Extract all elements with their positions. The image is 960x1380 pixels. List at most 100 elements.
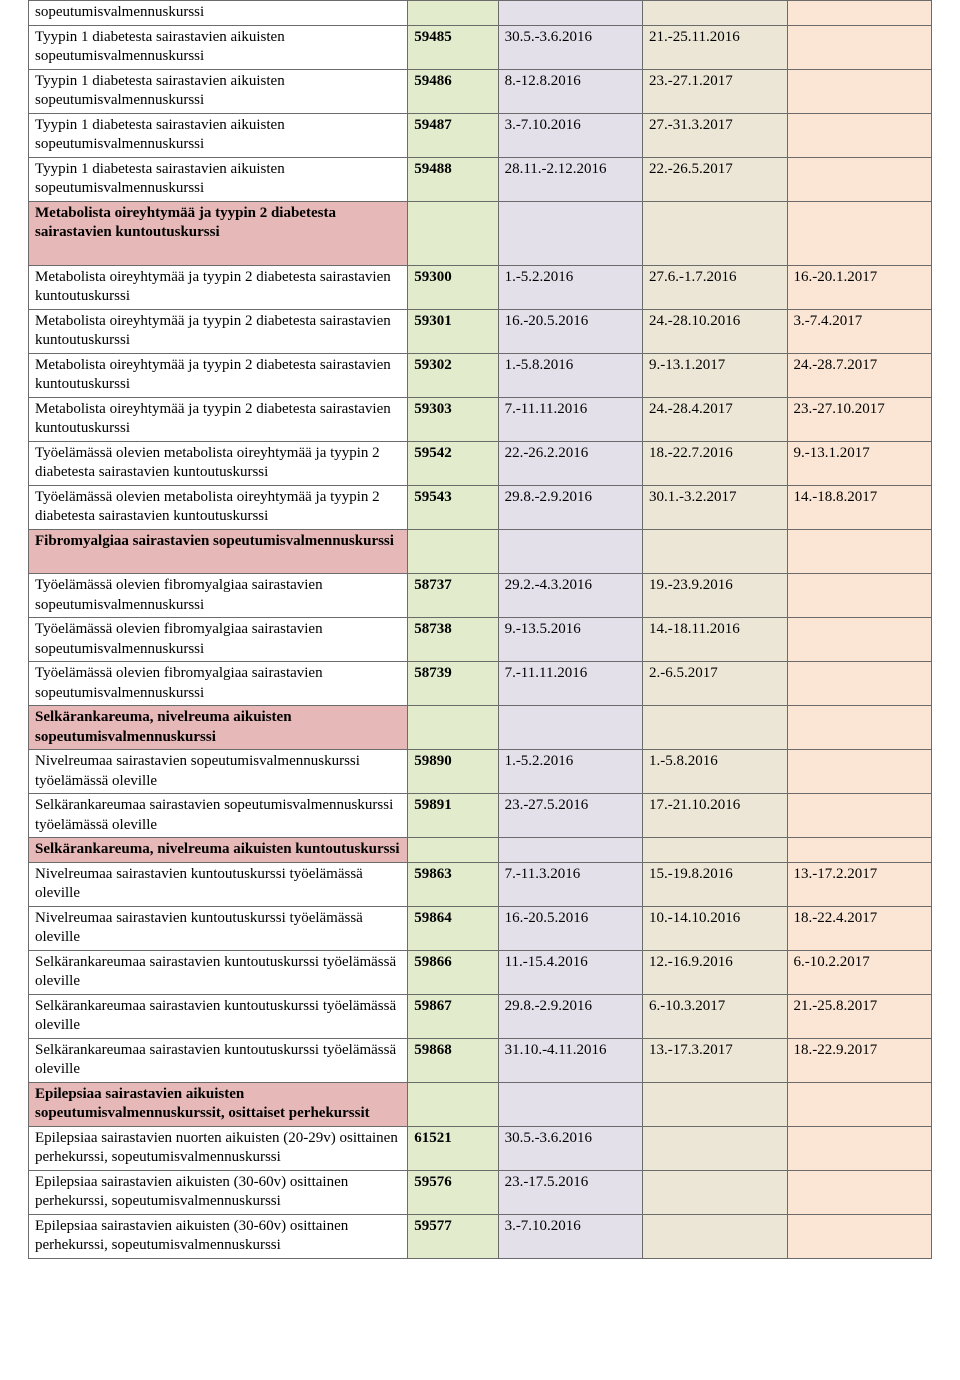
course-name-cell: Työelämässä olevien metabolista oireyhty… [29, 485, 408, 529]
date3-cell: 9.-13.1.2017 [787, 441, 932, 485]
date2-cell [643, 1082, 787, 1126]
table-row: Työelämässä olevien metabolista oireyhty… [29, 441, 932, 485]
section-title-cell: Selkärankareuma, nivelreuma aikuisten ku… [29, 838, 408, 863]
date1-cell: 11.-15.4.2016 [498, 950, 642, 994]
course-name-cell: Tyypin 1 diabetesta sairastavien aikuist… [29, 25, 408, 69]
date2-cell: 6.-10.3.2017 [643, 994, 787, 1038]
date3-cell: 18.-22.4.2017 [787, 906, 932, 950]
table-row: Epilepsiaa sairastavien aikuisten (30-60… [29, 1214, 932, 1258]
date3-cell: 16.-20.1.2017 [787, 265, 932, 309]
date3-cell: 23.-27.10.2017 [787, 397, 932, 441]
date2-cell [643, 838, 787, 863]
table-row: Metabolista oireyhtymää ja tyypin 2 diab… [29, 397, 932, 441]
date2-cell: 18.-22.7.2016 [643, 441, 787, 485]
table-row: Selkärankareuma, nivelreuma aikuisten so… [29, 706, 932, 750]
course-id-cell: 59867 [408, 994, 498, 1038]
course-table: sopeutumisvalmennuskurssiTyypin 1 diabet… [28, 0, 932, 1259]
date2-cell [643, 706, 787, 750]
date2-cell: 22.-26.5.2017 [643, 157, 787, 201]
date1-cell: 31.10.-4.11.2016 [498, 1038, 642, 1082]
course-id-cell: 59486 [408, 69, 498, 113]
course-id-cell: 59576 [408, 1170, 498, 1214]
course-id-cell: 59300 [408, 265, 498, 309]
date2-cell: 10.-14.10.2016 [643, 906, 787, 950]
course-id-cell: 59487 [408, 113, 498, 157]
date2-cell: 21.-25.11.2016 [643, 25, 787, 69]
date3-cell [787, 574, 932, 618]
date2-cell: 27.6.-1.7.2016 [643, 265, 787, 309]
course-id-cell: 59891 [408, 794, 498, 838]
date3-cell: 3.-7.4.2017 [787, 309, 932, 353]
date3-cell [787, 1126, 932, 1170]
date1-cell: 30.5.-3.6.2016 [498, 25, 642, 69]
section-title-cell: Metabolista oireyhtymää ja tyypin 2 diab… [29, 201, 408, 265]
date3-cell [787, 25, 932, 69]
course-name-cell: Selkärankareumaa sairastavien kuntoutusk… [29, 994, 408, 1038]
course-id-cell: 59488 [408, 157, 498, 201]
course-id-cell: 58738 [408, 618, 498, 662]
date1-cell: 23.-17.5.2016 [498, 1170, 642, 1214]
date2-cell: 27.-31.3.2017 [643, 113, 787, 157]
date2-cell [643, 1170, 787, 1214]
date3-cell [787, 201, 932, 265]
course-id-cell: 58737 [408, 574, 498, 618]
table-row: Selkärankareumaa sairastavien kuntoutusk… [29, 950, 932, 994]
table-row: Selkärankareumaa sairastavien sopeutumis… [29, 794, 932, 838]
course-id-cell: 58739 [408, 662, 498, 706]
date1-cell: 3.-7.10.2016 [498, 1214, 642, 1258]
date2-cell: 24.-28.10.2016 [643, 309, 787, 353]
course-name-cell: Selkärankareumaa sairastavien sopeutumis… [29, 794, 408, 838]
date1-cell: 29.8.-2.9.2016 [498, 485, 642, 529]
course-id-cell: 61521 [408, 1126, 498, 1170]
course-id-cell: 59485 [408, 25, 498, 69]
section-title-cell: Epilepsiaa sairastavien aikuisten sopeut… [29, 1082, 408, 1126]
table-row: Selkärankareumaa sairastavien kuntoutusk… [29, 1038, 932, 1082]
date1-cell [498, 529, 642, 574]
table-row: Nivelreumaa sairastavien sopeutumisvalme… [29, 750, 932, 794]
table-row: Nivelreumaa sairastavien kuntoutuskurssi… [29, 862, 932, 906]
table-row: Tyypin 1 diabetesta sairastavien aikuist… [29, 69, 932, 113]
date2-cell [643, 1, 787, 26]
date2-cell: 2.-6.5.2017 [643, 662, 787, 706]
date3-cell [787, 69, 932, 113]
course-name-cell: Metabolista oireyhtymää ja tyypin 2 diab… [29, 309, 408, 353]
course-id-cell: 59577 [408, 1214, 498, 1258]
course-name-cell: sopeutumisvalmennuskurssi [29, 1, 408, 26]
course-id-cell [408, 529, 498, 574]
table-row: Nivelreumaa sairastavien kuntoutuskurssi… [29, 906, 932, 950]
date3-cell: 13.-17.2.2017 [787, 862, 932, 906]
date3-cell [787, 794, 932, 838]
date1-cell [498, 201, 642, 265]
date2-cell: 1.-5.8.2016 [643, 750, 787, 794]
date1-cell [498, 1082, 642, 1126]
date3-cell: 14.-18.8.2017 [787, 485, 932, 529]
course-name-cell: Tyypin 1 diabetesta sairastavien aikuist… [29, 157, 408, 201]
date2-cell [643, 529, 787, 574]
date1-cell: 16.-20.5.2016 [498, 906, 642, 950]
course-name-cell: Nivelreumaa sairastavien kuntoutuskurssi… [29, 906, 408, 950]
course-name-cell: Nivelreumaa sairastavien kuntoutuskurssi… [29, 862, 408, 906]
table-row: Metabolista oireyhtymää ja tyypin 2 diab… [29, 265, 932, 309]
date3-cell [787, 1214, 932, 1258]
course-id-cell: 59302 [408, 353, 498, 397]
course-id-cell: 59890 [408, 750, 498, 794]
date3-cell: 24.-28.7.2017 [787, 353, 932, 397]
date2-cell: 23.-27.1.2017 [643, 69, 787, 113]
course-id-cell: 59863 [408, 862, 498, 906]
course-name-cell: Metabolista oireyhtymää ja tyypin 2 diab… [29, 397, 408, 441]
date1-cell: 1.-5.8.2016 [498, 353, 642, 397]
course-name-cell: Työelämässä olevien fibromyalgiaa sairas… [29, 662, 408, 706]
date1-cell: 7.-11.11.2016 [498, 397, 642, 441]
date3-cell [787, 529, 932, 574]
course-name-cell: Tyypin 1 diabetesta sairastavien aikuist… [29, 69, 408, 113]
date2-cell: 15.-19.8.2016 [643, 862, 787, 906]
table-row: Työelämässä olevien metabolista oireyhty… [29, 485, 932, 529]
table-row: Metabolista oireyhtymää ja tyypin 2 diab… [29, 353, 932, 397]
table-row: Metabolista oireyhtymää ja tyypin 2 diab… [29, 309, 932, 353]
date1-cell: 8.-12.8.2016 [498, 69, 642, 113]
date2-cell: 13.-17.3.2017 [643, 1038, 787, 1082]
table-row: Epilepsiaa sairastavien aikuisten sopeut… [29, 1082, 932, 1126]
course-id-cell: 59303 [408, 397, 498, 441]
course-name-cell: Nivelreumaa sairastavien sopeutumisvalme… [29, 750, 408, 794]
table-row: Selkärankareumaa sairastavien kuntoutusk… [29, 994, 932, 1038]
